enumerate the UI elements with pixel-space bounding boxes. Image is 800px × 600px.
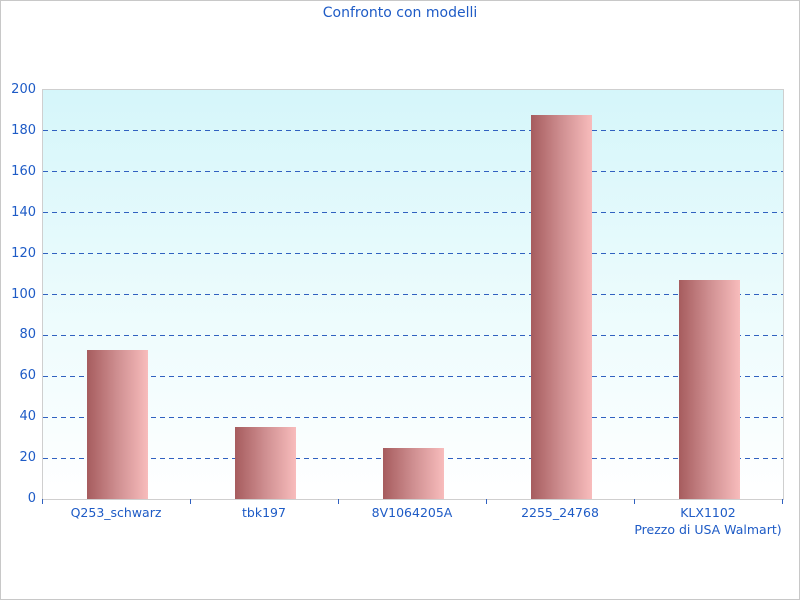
y-axis-label-120: 120: [11, 245, 36, 261]
x-axis-label-2255_24768: 2255_24768: [486, 504, 634, 521]
y-axis-label-60: 60: [19, 368, 36, 384]
plot-area: [42, 89, 784, 500]
bar-tbk197: [234, 427, 296, 499]
y-axis-label-40: 40: [19, 409, 36, 425]
gridline-y100: [43, 294, 783, 295]
gridline-y160: [43, 171, 783, 173]
gridline-y80: [43, 334, 783, 336]
category-label: tbk197: [242, 505, 286, 520]
x-axis-label-8V1064205A: 8V1064205A: [338, 504, 486, 521]
x-axis-label-tbk197: tbk197: [190, 504, 338, 521]
y-axis-label-180: 180: [11, 122, 36, 138]
gridline-y180: [43, 130, 783, 132]
x-axis-tick-3: [485, 499, 487, 504]
chart-title: Confronto con modelli: [322, 5, 478, 21]
y-axis-label-20: 20: [19, 450, 36, 466]
gridline-y60: [43, 375, 783, 377]
bar-Q253_schwarz: [86, 349, 148, 499]
gridline-y120: [43, 253, 783, 255]
y-axis-label-80: 80: [19, 327, 36, 343]
x-axis-label-KLX1102: KLX1102 Prezzo di USA Walmart): [634, 504, 782, 538]
y-axis-label-200: 200: [11, 82, 36, 97]
category-label: 2255_24768: [521, 505, 599, 520]
category-label: KLX1102: [680, 505, 736, 520]
category-sublabel: Prezzo di USA Walmart): [634, 522, 782, 537]
gridline-y40: [43, 416, 783, 418]
category-label: Q253_schwarz: [70, 505, 162, 520]
x-axis-tick-4: [633, 499, 635, 504]
y-axis-label-140: 140: [11, 204, 36, 220]
y-axis-label-0: 0: [27, 491, 36, 506]
x-axis-tick-1: [189, 499, 191, 504]
y-axis-label-160: 160: [11, 163, 36, 179]
bar-8V1064205A: [382, 447, 444, 499]
x-axis-label-Q253_schwarz: Q253_schwarz: [42, 504, 190, 521]
bar-2255_24768: [530, 114, 592, 499]
category-label: 8V1064205A: [371, 505, 453, 520]
y-axis-label-100: 100: [11, 286, 36, 302]
x-axis-tick-0: [41, 499, 43, 504]
gridline-y140: [43, 212, 783, 214]
bar-KLX1102: [678, 280, 740, 499]
x-axis-tick-5: [781, 499, 783, 504]
x-axis-tick-2: [337, 499, 339, 504]
